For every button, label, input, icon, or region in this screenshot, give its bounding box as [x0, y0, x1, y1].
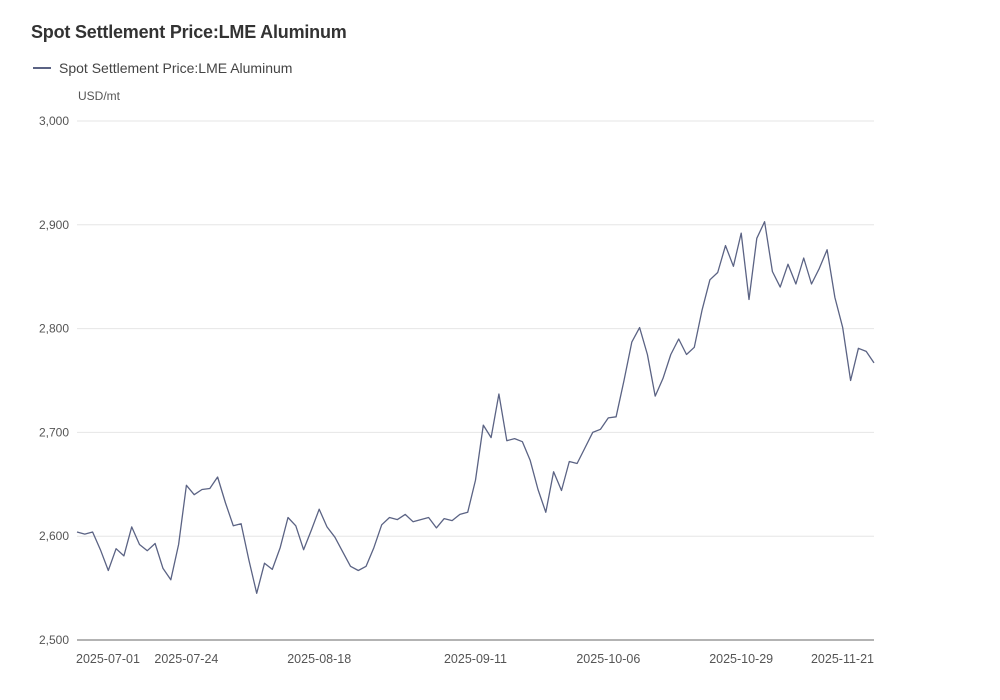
- y-tick-label: 3,000: [39, 114, 69, 128]
- legend-line-icon: [33, 67, 51, 69]
- grid-lines: [77, 120, 874, 537]
- x-tick-label: 2025-07-01: [76, 652, 140, 666]
- y-tick-label: 2,900: [39, 218, 69, 232]
- x-tick-label: 2025-11-21: [811, 652, 874, 666]
- x-tick-label: 2025-07-24: [154, 652, 218, 666]
- legend-label: Spot Settlement Price:LME Aluminum: [59, 60, 293, 76]
- y-axis-ticks: 2,500 2,600 2,700 2,800 2,900 3,000: [39, 114, 69, 647]
- y-tick-label: 2,700: [39, 425, 69, 439]
- price-series-line[interactable]: [76, 221, 875, 594]
- x-tick-label: 2025-08-18: [287, 652, 351, 666]
- x-axis-ticks: 2025-07-01 2025-07-24 2025-08-18 2025-09-11…: [76, 652, 874, 666]
- chart-title: Spot Settlement Price:LME Aluminum: [31, 22, 347, 42]
- y-tick-label: 2,600: [39, 529, 69, 543]
- y-tick-label: 2,500: [39, 633, 69, 647]
- x-tick-label: 2025-10-29: [709, 652, 773, 666]
- x-tick-label: 2025-10-06: [576, 652, 640, 666]
- x-tick-label: 2025-09-11: [444, 652, 507, 666]
- legend[interactable]: Spot Settlement Price:LME Aluminum: [33, 60, 292, 76]
- y-tick-label: 2,800: [39, 322, 69, 336]
- y-axis-unit: USD/mt: [78, 89, 120, 103]
